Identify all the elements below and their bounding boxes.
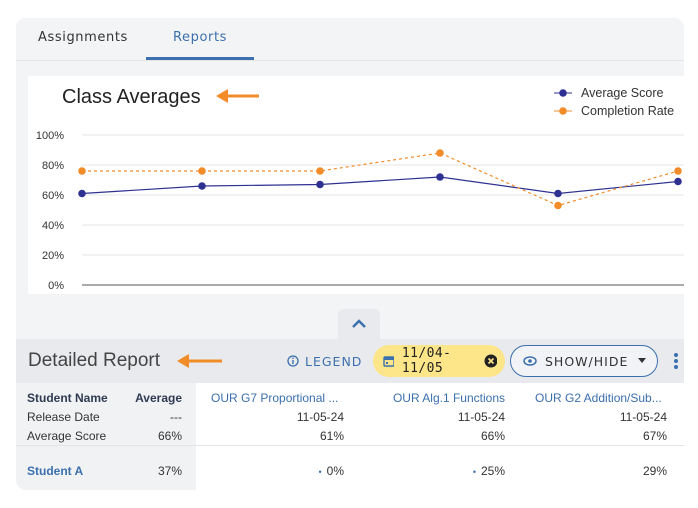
legend-swatch-dot — [559, 107, 567, 115]
row-label-student-name: Student Name — [27, 391, 108, 405]
tab-bar: Assignments Reports — [16, 18, 684, 61]
data-point — [316, 167, 324, 175]
student-score-1-value: 0% — [326, 464, 344, 478]
caret-down-icon — [638, 358, 647, 363]
clear-date-icon[interactable] — [484, 354, 497, 368]
reports-card: Assignments Reports Class Averages Avera… — [16, 18, 684, 490]
data-point — [78, 167, 86, 175]
y-tick-label: 100% — [36, 130, 64, 142]
date-range-text: 11/04-11/05 — [401, 346, 452, 376]
data-point — [674, 167, 682, 175]
low-score-dot-icon: • — [472, 467, 476, 477]
data-point — [78, 189, 86, 198]
y-tick-label: 20% — [42, 250, 64, 262]
line-chart: Class Averages Average Score Completion R… — [36, 86, 684, 292]
row-label-column — [16, 383, 122, 490]
report-table: Student Name Release Date Average Score … — [16, 383, 684, 490]
assignment-avg-1: 61% — [319, 429, 344, 443]
data-point — [198, 182, 206, 190]
info-icon — [287, 355, 299, 367]
report-title-arrow — [177, 354, 222, 368]
y-tick-label: 80% — [42, 160, 64, 172]
report-title: Detailed Report — [28, 350, 161, 371]
row-label-release-date: Release Date — [27, 410, 100, 424]
legend-entry-label: Completion Rate — [581, 104, 674, 118]
class-averages-chart-panel: Class Averages Average Score Completion R… — [28, 76, 684, 294]
average-header: Average — [135, 391, 182, 405]
student-name-link[interactable]: Student A — [27, 464, 84, 478]
show-hide-button[interactable]: SHOW/HIDE — [510, 345, 658, 377]
row-divider — [16, 445, 684, 446]
chart-legend: Average Score Completion Rate — [554, 86, 674, 118]
average-avg: 66% — [157, 429, 182, 443]
y-tick-label: 60% — [42, 190, 64, 202]
series-line-1 — [81, 176, 679, 195]
data-point — [554, 201, 562, 210]
student-score-3: 29% — [642, 464, 667, 478]
assignment-release-1: 11-05-24 — [296, 410, 344, 424]
data-point — [554, 189, 562, 198]
chart-title: Class Averages — [62, 86, 201, 108]
assignment-avg-3: 67% — [642, 429, 667, 443]
chart-series — [78, 149, 682, 210]
data-point — [436, 173, 444, 181]
calendar-icon — [383, 356, 394, 367]
y-tick-label: 40% — [42, 220, 64, 232]
chevron-up-icon — [352, 319, 366, 328]
student-average: 37% — [157, 464, 182, 478]
average-release: --- — [170, 410, 182, 424]
legend-button[interactable]: LEGEND — [287, 351, 362, 371]
legend-swatch-dot — [559, 89, 567, 97]
average-column — [122, 383, 196, 490]
assignment-avg-2: 66% — [480, 429, 505, 443]
collapse-chart-button[interactable] — [338, 309, 380, 339]
show-hide-label: SHOW/HIDE — [545, 353, 629, 369]
low-score-dot-icon: • — [318, 467, 322, 477]
data-point — [198, 167, 206, 175]
student-score-2: • 25% — [473, 464, 505, 478]
student-score-2-value: 25% — [480, 464, 505, 478]
tab-assignments[interactable]: Assignments — [38, 30, 128, 45]
eye-icon — [523, 356, 537, 366]
student-score-1: • 0% — [319, 464, 345, 478]
assignment-release-2: 11-05-24 — [457, 410, 505, 424]
row-label-average-score: Average Score — [27, 429, 107, 443]
tab-reports[interactable]: Reports — [172, 30, 228, 45]
assignment-header-3[interactable]: OUR G2 Addition/Sub... — [535, 391, 662, 405]
data-point — [436, 149, 444, 157]
legend-label: LEGEND — [305, 353, 363, 369]
assignment-release-3: 11-05-24 — [619, 410, 667, 424]
report-toolbar: Detailed Report LEGEND 11/04-11/05 SHOW/… — [16, 339, 684, 383]
data-point — [316, 180, 324, 189]
y-tick-label: 0% — [48, 280, 64, 292]
assignment-header-1[interactable]: OUR G7 Proportional ... — [211, 391, 339, 405]
title-arrow — [216, 89, 259, 103]
more-vert-icon[interactable] — [671, 351, 681, 371]
data-point — [674, 177, 682, 186]
assignment-header-2[interactable]: OUR Alg.1 Functions — [392, 391, 505, 405]
legend-entry-label: Average Score — [581, 86, 664, 100]
chart-grid: 100% 80% 60% 40% 20% 0% — [36, 130, 684, 292]
date-range-chip[interactable]: 11/04-11/05 — [373, 345, 505, 377]
active-tab-indicator — [146, 57, 254, 60]
series-line-2 — [82, 152, 679, 207]
